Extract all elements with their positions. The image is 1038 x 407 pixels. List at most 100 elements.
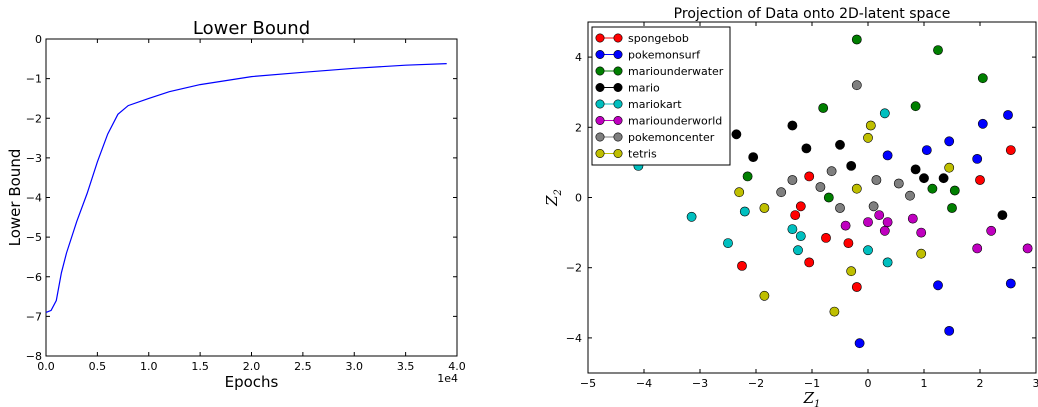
data-point-pokemoncenter [787, 175, 798, 185]
data-point-mariounderwater [823, 192, 834, 203]
data-point-mariounderworld [986, 225, 997, 236]
data-point-pokemoncenter [835, 203, 845, 213]
y-tick-label: −6 [26, 271, 42, 284]
y-tick-label: −2 [26, 112, 42, 125]
legend-marker [595, 33, 605, 43]
data-point-pokemoncenter [893, 178, 904, 189]
data-point-pokemonsurf [854, 338, 865, 349]
data-point-pokemonsurf [1003, 110, 1013, 120]
data-point-tetris [759, 203, 770, 213]
legend-label: mariounderwater [628, 65, 724, 78]
data-point-mario [835, 139, 845, 150]
legend-marker [613, 33, 623, 43]
data-point-pokemoncenter [871, 175, 882, 185]
data-point-spongebob [795, 201, 806, 212]
data-point-mariounderwater [933, 45, 943, 55]
x-axis-label: Z1 [803, 389, 821, 407]
chart-title: Projection of Data onto 2D-latent space [674, 6, 951, 22]
x-tick-label: −1 [804, 377, 820, 390]
data-point-spongebob [975, 175, 985, 185]
data-point-mariounderwater [927, 183, 938, 194]
data-point-spongebob [737, 260, 747, 271]
lower-bound-chart: Lower Bound Epochs Lower Bound 1e4 0.0 0.… [6, 18, 466, 391]
legend-label: mariokart [628, 98, 682, 111]
x-tick-label: 2.0 [243, 360, 261, 373]
data-point-spongebob [804, 171, 815, 182]
x-tick-label: 1 [921, 377, 928, 390]
data-point-mariounderworld [882, 217, 893, 227]
legend-marker [613, 149, 623, 159]
data-point-spongebob [1005, 145, 1016, 155]
x-tick-label: −2 [748, 377, 764, 390]
data-point-mariokart [739, 206, 750, 217]
data-point-mariounderworld [916, 227, 927, 238]
data-point-mariokart [793, 245, 803, 256]
data-point-mario [910, 164, 921, 175]
data-point-mariokart [882, 257, 893, 268]
x-tick-label: 2.5 [294, 360, 312, 373]
y-tick-label: −3 [26, 152, 42, 165]
x-tick-label: 3.0 [346, 360, 364, 373]
legend-marker [595, 149, 605, 159]
data-point-mario [846, 160, 857, 171]
data-point-mariokart [787, 224, 798, 234]
y-tick-label: −5 [26, 231, 42, 244]
data-point-pokemoncenter [851, 80, 862, 91]
data-point-pokemonsurf [944, 325, 955, 336]
legend-marker [595, 99, 605, 109]
y-axis-label: Lower Bound [6, 149, 24, 247]
data-point-spongebob [821, 232, 831, 243]
data-point-mario [731, 129, 742, 140]
data-point-spongebob [851, 282, 862, 292]
data-point-pokemoncenter [826, 166, 837, 177]
data-point-spongebob [790, 210, 801, 220]
data-point-mario [748, 152, 759, 162]
legend: spongebob pokemonsurf mariounderwater mario… [591, 26, 731, 166]
x-tick-label: −5 [580, 377, 596, 390]
legend-marker [595, 83, 605, 93]
data-point-tetris [865, 120, 876, 131]
y-tick-label: −4 [26, 192, 42, 205]
data-point-mariokart [879, 108, 890, 119]
data-point-tetris [944, 162, 955, 173]
x-tick-label: −4 [636, 377, 652, 390]
series-pokemoncenter [776, 80, 915, 213]
x-tick-label: 0.5 [89, 360, 107, 373]
legend-marker [613, 66, 623, 76]
x-tick-label: 1.5 [191, 360, 209, 373]
data-point-pokemoncenter [868, 201, 879, 212]
y-tick-label: −4 [566, 332, 582, 345]
data-point-mariounderwater [818, 103, 829, 113]
legend-label: mariounderworld [628, 115, 722, 128]
series-pokemonsurf [854, 110, 1016, 349]
x-tick-label: 4.0 [448, 360, 466, 373]
data-point-mariounderwater [910, 101, 921, 112]
data-point-pokemonsurf [882, 150, 893, 161]
lower-bound-line [45, 63, 447, 313]
x-tick-label: 3.5 [397, 360, 415, 373]
legend-label: pokemoncenter [628, 131, 715, 144]
data-point-tetris [734, 187, 745, 198]
y-tick-label: 2 [575, 121, 582, 134]
data-point-mariokart [863, 245, 873, 256]
data-point-pokemonsurf [972, 153, 983, 164]
series-tetris [734, 120, 955, 317]
data-point-mario [938, 173, 949, 184]
y-tick-label: −7 [26, 310, 42, 323]
latent-space-chart: Projection of Data onto 2D-latent space … [543, 6, 1038, 407]
y-tick-label: 4 [575, 51, 582, 64]
data-point-pokemoncenter [905, 190, 915, 201]
data-point-pokemoncenter [776, 187, 787, 198]
data-point-spongebob [804, 257, 815, 268]
y-axis-label: Z2 [543, 189, 564, 207]
data-point-pokemoncenter [815, 182, 826, 192]
data-point-pokemonsurf [1005, 278, 1016, 289]
legend-box [591, 26, 731, 166]
series-spongebob [737, 145, 1016, 292]
data-point-mario [801, 143, 812, 154]
x-tick-label: 3 [1033, 377, 1038, 390]
series-mario [731, 120, 1008, 220]
data-point-mariounderworld [972, 243, 983, 254]
data-point-mariokart [686, 211, 697, 222]
data-point-pokemonsurf [944, 136, 955, 147]
